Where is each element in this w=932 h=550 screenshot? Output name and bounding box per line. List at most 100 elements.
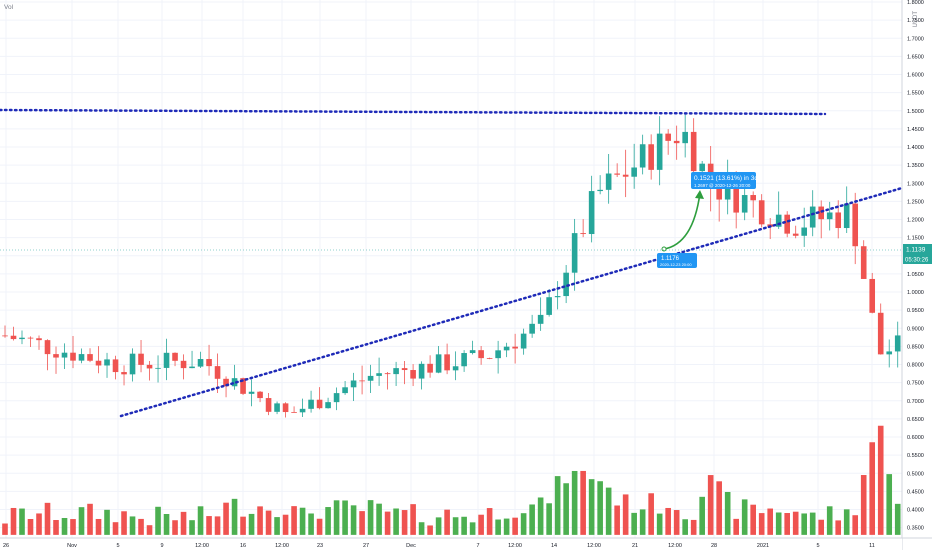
- volume-bar: [172, 520, 178, 535]
- candle-body: [180, 360, 187, 369]
- candle-body: [699, 163, 705, 172]
- candle-body: [27, 337, 34, 339]
- candle-body: [750, 195, 756, 201]
- resistance-line[interactable]: [0, 108, 827, 116]
- candle-body: [784, 214, 790, 234]
- time-tick-label: 14: [551, 543, 557, 549]
- time-tick-label: 2021: [757, 543, 769, 549]
- volume-bar: [563, 483, 569, 535]
- volume-bar: [435, 517, 442, 535]
- volume-bar: [673, 510, 680, 535]
- projection-main-text: 0.1521 (13.61%) in 3d: [694, 175, 758, 182]
- candle-body: [333, 393, 340, 403]
- candle-body: [639, 144, 646, 168]
- time-tick-label: 26: [3, 543, 9, 549]
- volume-bar: [690, 519, 697, 535]
- time-tick-label: 12:00: [508, 543, 522, 549]
- candle-body: [61, 352, 68, 358]
- price-tick-label: 1.0500: [907, 272, 924, 278]
- candle-body: [10, 335, 17, 340]
- time-tick-label: 28: [711, 543, 717, 549]
- volume-bar: [393, 508, 399, 535]
- candle-body: [427, 363, 433, 373]
- candle-body: [274, 403, 280, 412]
- candle-body: [512, 346, 518, 349]
- volume-bar: [138, 518, 144, 535]
- volume-bar: [231, 498, 238, 535]
- volume-bar: [512, 517, 518, 535]
- volume-bar: [486, 508, 493, 535]
- volume-bar: [257, 506, 263, 535]
- candle-body: [121, 372, 127, 375]
- price-tick-label: 0.9000: [907, 326, 924, 332]
- volume-bar: [537, 497, 544, 535]
- volume-bar: [622, 494, 629, 535]
- candle-body: [622, 174, 629, 177]
- grid: [0, 0, 902, 538]
- volume-bar: [656, 513, 663, 535]
- price-tick-label: 0.4500: [907, 489, 924, 495]
- volume-bar: [792, 511, 799, 535]
- candle-body: [452, 366, 459, 371]
- last-price-tag: 1.1139 05:30:26: [903, 244, 932, 264]
- volume-bar: [53, 520, 59, 535]
- volume-bar: [359, 511, 365, 535]
- candle-body: [724, 179, 731, 200]
- candle-body: [146, 364, 153, 369]
- volume-bar: [197, 506, 204, 535]
- volume-bar: [410, 504, 416, 535]
- price-tick-label: 0.8500: [907, 344, 924, 350]
- volume-bar: [835, 520, 842, 535]
- volume-bar: [299, 507, 306, 535]
- price-tick-label: 1.4500: [907, 127, 924, 133]
- volume-bar: [240, 516, 246, 535]
- candle-body: [682, 131, 688, 144]
- time-tick-label: 12:00: [668, 543, 682, 549]
- volume-bar: [767, 508, 773, 535]
- candle-body: [716, 186, 722, 200]
- candle-body: [44, 340, 51, 355]
- candle-body: [325, 402, 331, 409]
- candle-body: [87, 354, 93, 361]
- volume-bar: [418, 522, 425, 535]
- candle-body: [614, 173, 620, 175]
- candle-body: [70, 352, 76, 361]
- time-tick-label: 9: [160, 543, 163, 549]
- candle-body: [588, 191, 595, 235]
- volume-bar: [282, 514, 289, 535]
- volume-bar: [146, 525, 153, 535]
- candle-body: [282, 403, 289, 413]
- price-axis[interactable]: USDT 1.8000 1.7500 1.7000 1.6500 1.6000 1.550…: [901, 0, 932, 550]
- candle-body: [571, 233, 578, 273]
- candle-body: [401, 368, 408, 371]
- price-tick-label: 0.3500: [907, 526, 924, 532]
- volume-bar: [520, 513, 527, 535]
- projection-arrow[interactable]: [661, 190, 704, 252]
- candle-body: [520, 333, 527, 349]
- volume-bar: [95, 518, 102, 535]
- anchor-sub-text: 2020-12-23 20:00: [660, 262, 692, 267]
- volume-bar: [70, 519, 76, 535]
- volume-bar: [461, 516, 467, 535]
- time-axis[interactable]: 26 Nov 5 9 12:00 16 12:00 23 27 Dec 7 12:00 14 12:00 2…: [0, 537, 932, 550]
- candle-body: [503, 346, 510, 351]
- candle-body: [546, 297, 552, 315]
- volume-bar: [631, 512, 637, 535]
- volume-bar: [571, 470, 578, 535]
- candle-body: [580, 233, 586, 235]
- support-line[interactable]: [119, 186, 904, 418]
- candle-body: [359, 380, 365, 382]
- candle-body: [554, 296, 561, 298]
- price-tick-label: 1.3500: [907, 163, 924, 169]
- volume-bar: [503, 518, 510, 535]
- candle-body: [299, 408, 306, 413]
- volume-bar: [376, 503, 382, 535]
- anchor-point-icon: [661, 246, 667, 252]
- price-tick-label: 1.7000: [907, 36, 924, 42]
- volume-bar: [546, 503, 552, 535]
- volume-bar: [554, 476, 561, 535]
- volume-bar: [826, 506, 833, 535]
- volume-bar: [61, 517, 68, 535]
- volume-bar: [316, 518, 323, 535]
